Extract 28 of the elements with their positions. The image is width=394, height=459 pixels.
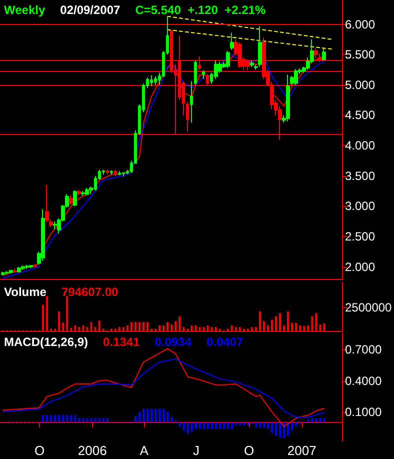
y-tick-label: 3.500	[345, 168, 376, 183]
y-tick-label: 2.500	[345, 230, 376, 244]
x-tick-label: 2006	[78, 443, 107, 458]
annotation: 0.0934	[154, 335, 192, 349]
annotation: 0.0407	[206, 335, 244, 349]
y-tick-label: 2500000	[345, 300, 392, 314]
x-tick-label: 2007	[287, 443, 316, 458]
chart-title: Volume	[4, 285, 47, 299]
y-tick-label: 5.500	[345, 48, 376, 62]
y-tick-label: 2.000	[345, 260, 376, 274]
x-tick-label: O	[244, 443, 254, 458]
y-tick-label: 0.7000	[345, 342, 382, 357]
x-tick-label: J	[193, 443, 200, 458]
y-tick-label: 0.4000	[345, 374, 382, 388]
chart-title: MACD(12,26,9)	[4, 335, 88, 349]
x-tick-label: A	[140, 443, 149, 458]
annotation: C=5.540 +.120 +2.21%	[135, 3, 266, 17]
y-tick-label: 5.000	[345, 78, 376, 92]
annotation: 0.1341	[103, 335, 140, 349]
y-tick-label: 4.500	[345, 108, 376, 122]
y-tick-label: 0.1000	[345, 404, 382, 419]
annotation: 794607.00	[61, 285, 119, 299]
chart-subtitle: 02/09/2007	[60, 3, 121, 17]
x-tick-label: O	[34, 443, 45, 458]
chart-title: Weekly	[4, 3, 46, 17]
y-tick-label: 3.000	[345, 199, 376, 214]
y-tick-label: 6.000	[345, 17, 376, 32]
y-tick-label: 4.000	[345, 138, 376, 153]
